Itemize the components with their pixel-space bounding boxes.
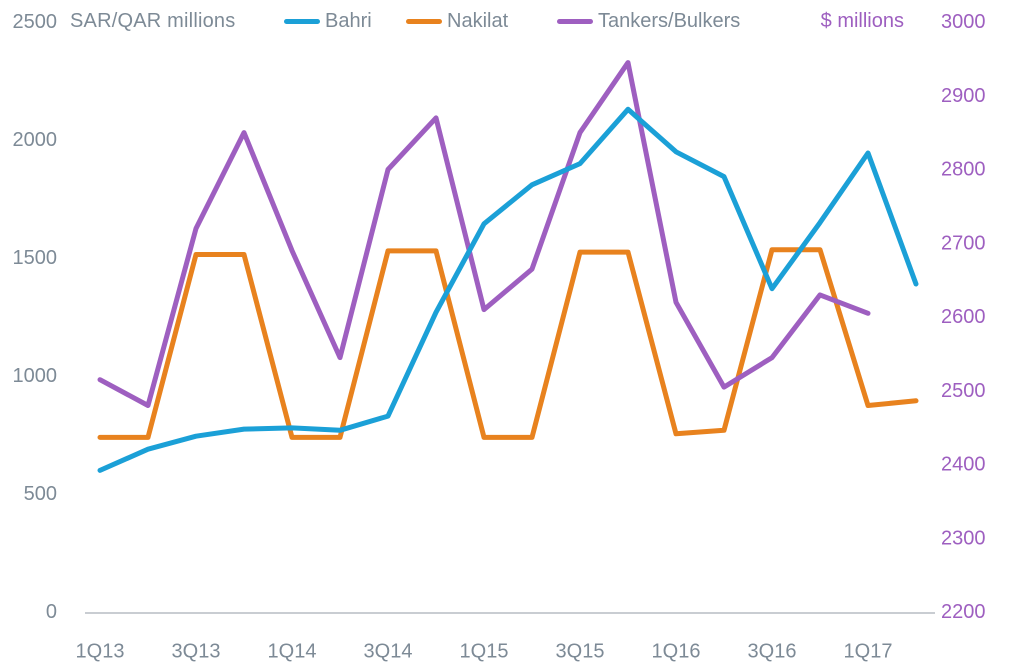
legend-item-bahri: Bahri [284, 9, 372, 33]
left-axis-tick-label: 2500 [13, 11, 58, 33]
x-tick-label: 3Q15 [556, 641, 605, 662]
legend-item-tankers-bulkers: Tankers/Bulkers [557, 9, 740, 33]
x-tick-label: 1Q15 [460, 641, 509, 662]
bahri-legend-swatch [284, 18, 320, 24]
right-axis-tick-label: 2200 [941, 601, 986, 623]
right-axis-tick-label: 2600 [941, 306, 986, 328]
legend-item-nakilat: Nakilat [406, 9, 508, 33]
x-tick-label: 1Q16 [652, 641, 701, 662]
left-axis-tick-label: 500 [24, 483, 57, 505]
tankers-bulkers-legend-label: Tankers/Bulkers [598, 9, 741, 32]
right-axis-tick-label: 2700 [941, 232, 986, 254]
right-axis-title: $ millions [820, 9, 904, 32]
nakilat-line [97, 247, 919, 440]
y-axis-left: 2500 2000 1500 1000 500 0 [13, 11, 58, 623]
x-tick-label: 1Q17 [844, 641, 893, 662]
left-axis-tick-label: 1000 [13, 365, 58, 387]
tankers-bulkers-legend-swatch [557, 18, 593, 24]
left-axis-tick-label: 2000 [13, 129, 58, 151]
right-axis-tick-label: 2800 [941, 159, 986, 181]
x-tick-label: 3Q14 [364, 641, 413, 662]
nakilat-legend-swatch [406, 18, 442, 24]
nakilat-legend-label: Nakilat [447, 9, 509, 32]
right-axis-tick-label: 2400 [941, 454, 986, 476]
x-tick-label: 3Q13 [172, 641, 221, 662]
right-axis-tick-label: 2500 [941, 380, 986, 402]
x-tick-label: 1Q14 [268, 641, 317, 662]
bahri-legend-label: Bahri [325, 9, 372, 32]
x-tick-label: 1Q13 [76, 641, 125, 662]
y-axis-right: 3000 2900 2800 2700 2600 2500 2400 2300 2200 [941, 11, 986, 623]
x-axis: 1Q13 3Q13 1Q14 3Q14 1Q15 3Q15 1Q16 3Q16 1Q17 [76, 612, 935, 662]
bahri-line [97, 106, 919, 473]
left-axis-tick-label: 1500 [13, 247, 58, 269]
tankers-bulkers-line [97, 60, 871, 408]
right-axis-tick-label: 2300 [941, 527, 986, 549]
left-axis-title: SAR/QAR millions [70, 9, 236, 32]
left-axis-tick-label: 0 [46, 601, 57, 623]
right-axis-tick-label: 2900 [941, 85, 986, 107]
series-lines [97, 60, 919, 473]
right-axis-tick-label: 3000 [941, 11, 986, 33]
x-tick-label: 3Q16 [748, 641, 797, 662]
